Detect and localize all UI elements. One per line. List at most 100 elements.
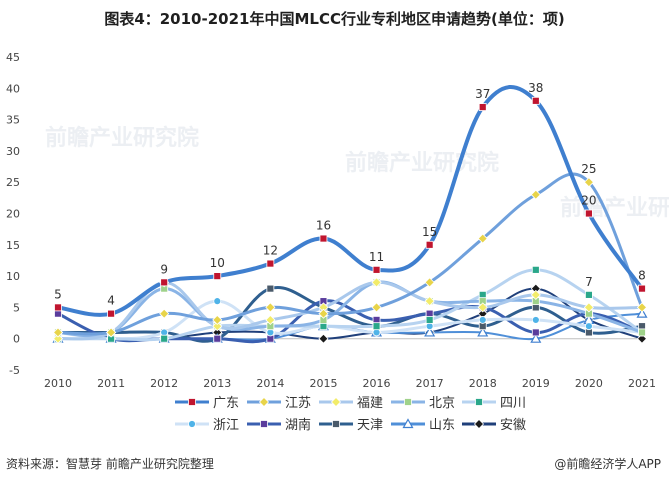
series-point xyxy=(530,189,541,200)
data-label: 20 xyxy=(581,194,596,208)
series-point xyxy=(585,322,593,331)
series-point xyxy=(636,302,648,313)
legend-label: 福建 xyxy=(357,396,383,411)
x-tick-label: 2012 xyxy=(150,377,178,390)
data-label: 5 xyxy=(54,287,62,301)
x-tick-label: 2018 xyxy=(469,377,497,390)
series-point xyxy=(477,233,488,244)
y-tick-label: 20 xyxy=(6,208,20,221)
watermark-layer: 前瞻产业研究院前瞻产业研究院前瞻产业研究院 xyxy=(45,125,669,221)
data-label: 8 xyxy=(638,269,646,283)
watermark-text: 前瞻产业研究院 xyxy=(345,150,499,176)
x-tick-label: 2011 xyxy=(97,377,125,390)
series-point xyxy=(478,316,487,324)
series-point xyxy=(424,296,435,307)
series-point xyxy=(636,307,648,318)
data-label: 15 xyxy=(422,225,437,239)
legend-swatch-marker xyxy=(402,418,414,429)
series-point xyxy=(212,314,223,325)
y-tick-label: 25 xyxy=(6,176,20,189)
series-point xyxy=(266,259,275,268)
legend-swatch-marker xyxy=(258,396,270,408)
legend-label: 北京 xyxy=(429,396,455,411)
data-label: 12 xyxy=(263,244,278,258)
legend-swatch-marker xyxy=(188,398,196,406)
series-point xyxy=(638,284,646,293)
legend-swatch-marker xyxy=(332,420,340,428)
y-tick-label: 15 xyxy=(6,239,20,252)
series-point xyxy=(638,328,646,337)
legend-label: 江苏 xyxy=(285,395,311,411)
series-point xyxy=(477,326,489,337)
series-point xyxy=(213,334,222,343)
series-point xyxy=(371,302,382,313)
data-labels: 5 4 9 10 12 16 11 15 37 38 20 8 25 7 xyxy=(54,81,646,308)
y-tick-label: 30 xyxy=(6,145,20,158)
series-line-0 xyxy=(56,85,644,317)
series-point xyxy=(583,177,594,188)
y-tick-label: 45 xyxy=(6,51,20,64)
series-point xyxy=(107,309,115,318)
legend-swatch-marker xyxy=(260,420,268,428)
legend-label: 浙江 xyxy=(213,418,239,433)
y-tick-label: 10 xyxy=(6,270,20,283)
series-point xyxy=(583,302,594,313)
series-point xyxy=(531,316,540,324)
x-tick-label: 2019 xyxy=(522,377,550,390)
data-label: 4 xyxy=(107,294,115,308)
y-tick-label: -5 xyxy=(9,364,20,377)
series-point xyxy=(213,297,222,306)
y-tick-label: 35 xyxy=(6,114,20,127)
x-tick-label: 2021 xyxy=(628,377,656,390)
data-label: 9 xyxy=(160,262,168,276)
series-point xyxy=(213,272,222,281)
x-tick-label: 2013 xyxy=(203,377,231,390)
data-label: 38 xyxy=(528,81,543,95)
series-point xyxy=(266,284,275,293)
legend-label: 天津 xyxy=(357,418,383,433)
x-tick-label: 2015 xyxy=(309,377,337,390)
series-point xyxy=(54,303,62,312)
series-point xyxy=(531,328,540,337)
credit-note: @前瞻经济学人APP xyxy=(554,457,661,471)
series-point xyxy=(318,308,329,319)
series-point xyxy=(424,277,435,288)
series-point xyxy=(636,333,648,344)
x-tick-label: 2020 xyxy=(575,377,603,390)
y-tick-label: 0 xyxy=(13,333,20,346)
series-point xyxy=(425,316,434,324)
x-tick-label: 2016 xyxy=(363,377,391,390)
series-point xyxy=(52,327,64,338)
series-point xyxy=(531,96,540,105)
series-point xyxy=(160,278,169,287)
y-tick-label: 5 xyxy=(13,301,20,314)
data-label: 16 xyxy=(316,219,331,233)
series-point xyxy=(585,209,593,218)
chart-title: 图表4：2010-2021年中国MLCC行业专利地区申请趋势(单位：项) xyxy=(104,10,565,28)
x-tick-label: 2010 xyxy=(44,377,72,390)
legend-label: 山东 xyxy=(429,418,455,433)
series-point xyxy=(212,321,223,332)
source-note: 资料来源：智慧芽 前瞻产业研究院整理 xyxy=(6,457,214,471)
legend-swatch-marker xyxy=(475,398,483,406)
series-point xyxy=(585,290,593,299)
series-point xyxy=(319,234,328,243)
legend-label: 安徽 xyxy=(500,418,526,433)
data-label: 11 xyxy=(369,250,384,264)
series-point xyxy=(265,314,276,325)
data-label: 37 xyxy=(475,87,490,101)
legend-swatch-marker xyxy=(473,418,485,430)
series-point xyxy=(425,240,434,249)
series-point xyxy=(159,308,170,319)
series-point xyxy=(530,289,541,300)
legend-label: 广东 xyxy=(213,396,239,411)
series-point xyxy=(106,327,117,338)
series-point xyxy=(372,265,381,274)
series-markers xyxy=(52,96,648,344)
x-tick-label: 2014 xyxy=(256,377,284,390)
series-point xyxy=(265,302,276,313)
series-point xyxy=(52,333,64,344)
